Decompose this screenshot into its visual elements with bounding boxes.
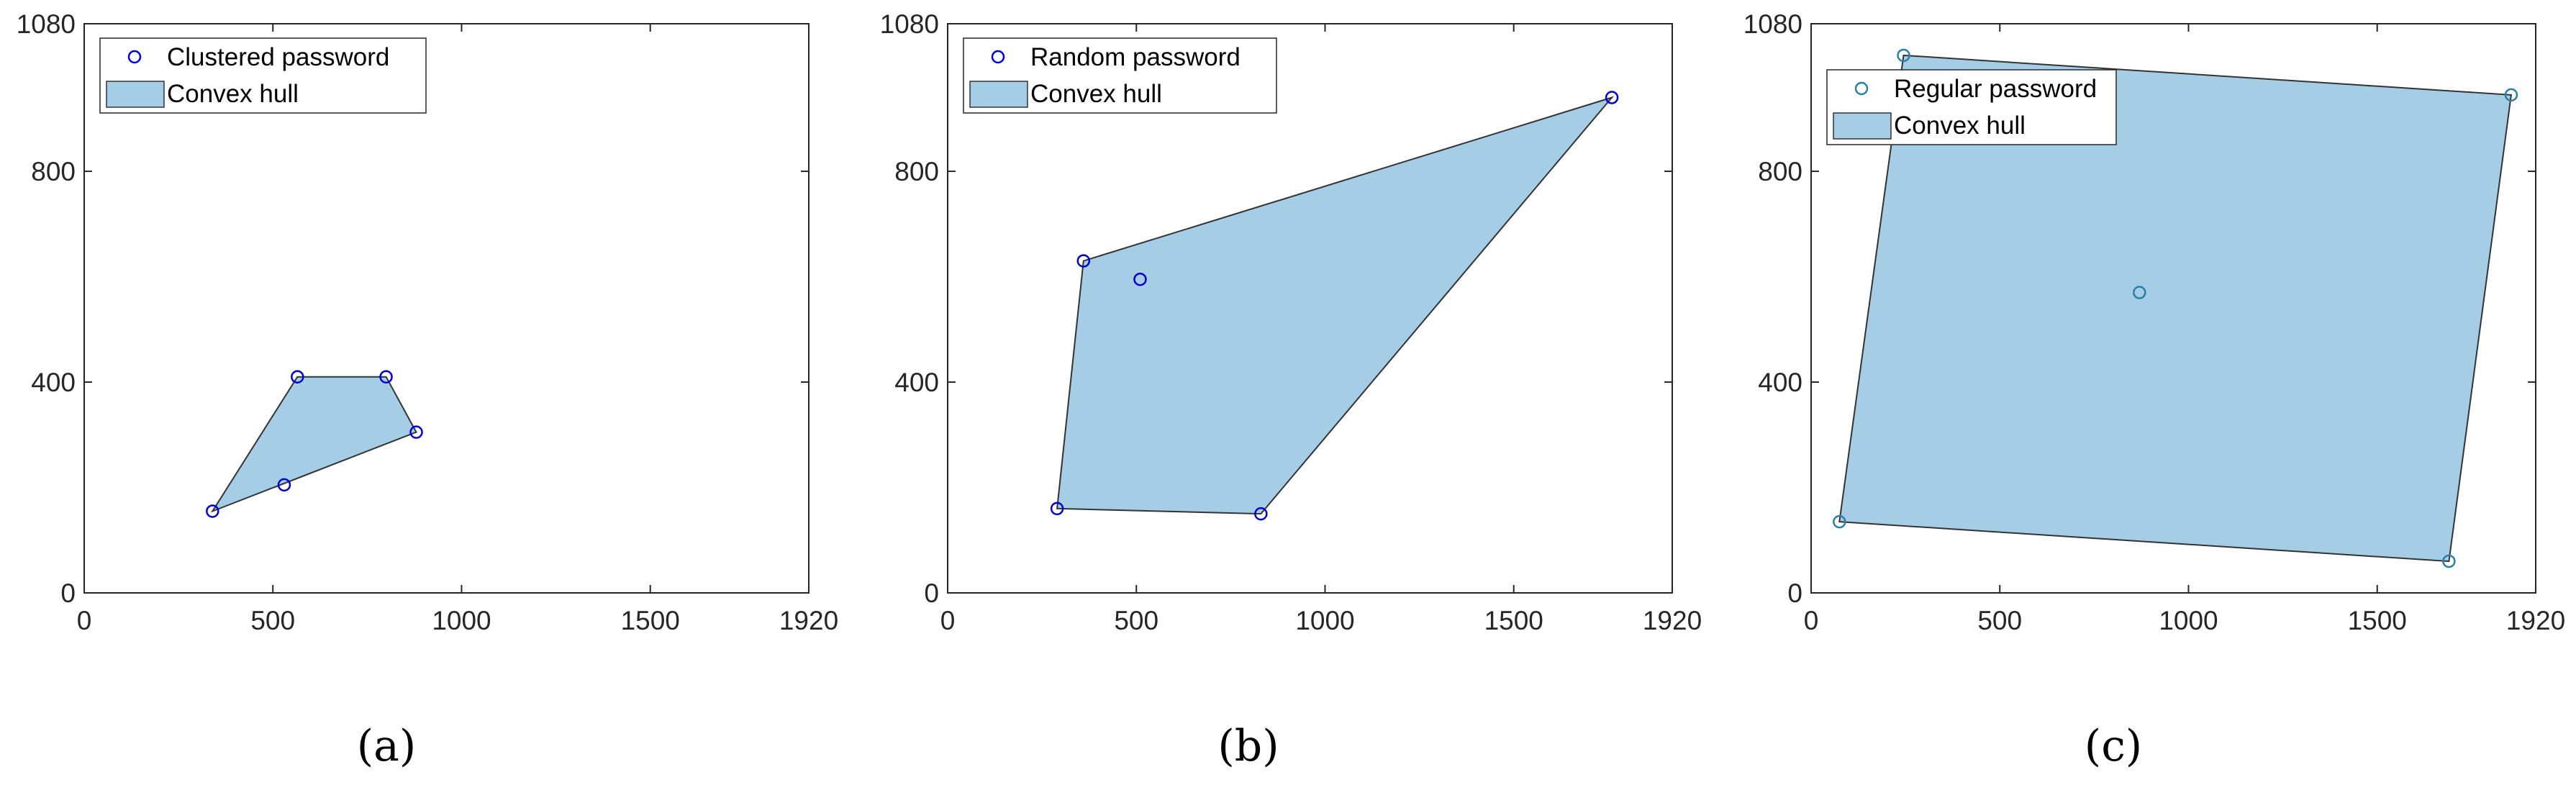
password-point-marker (2504, 88, 2518, 102)
y-tick-label: 1080 (880, 9, 939, 39)
legend-hull-swatch (969, 81, 1028, 108)
password-point-marker (1254, 507, 1268, 521)
subplot-b: 0 500 1000 1500 1920 0 400 800 1080 Random passwo… (880, 9, 1702, 771)
legend-label-hull: Convex hull (167, 80, 299, 108)
x-tick-label: 0 (77, 606, 92, 635)
x-tick-label: 500 (1114, 606, 1158, 635)
legend-label-points: Clustered password (167, 43, 389, 71)
legend: Regular password Convex hull (1826, 69, 2117, 145)
legend-point-marker (1854, 81, 1869, 96)
legend-point-marker (127, 50, 142, 64)
x-tick-label: 1000 (432, 606, 491, 635)
y-tick-label: 400 (894, 368, 939, 397)
x-tick-label: 1000 (1295, 606, 1354, 635)
y-tick-label: 0 (60, 578, 76, 608)
password-point-marker (1133, 272, 1147, 286)
legend-label-hull: Convex hull (1894, 112, 2026, 140)
y-tick-label: 0 (924, 578, 939, 608)
x-tick-label: 1500 (1484, 606, 1543, 635)
x-tick-label: 500 (250, 606, 295, 635)
subplot-c: 0 500 1000 1500 1920 0 400 800 1080 Regular passw… (1743, 9, 2565, 771)
legend-point-marker (991, 50, 1005, 64)
legend-label-hull: Convex hull (1030, 80, 1162, 108)
legend-label-points: Regular password (1894, 75, 2097, 103)
y-tick-label: 400 (1758, 368, 1802, 397)
password-point-marker (2133, 286, 2146, 299)
axes-box (1810, 23, 2536, 594)
password-point-marker (1833, 514, 1846, 529)
x-tick-label: 0 (940, 606, 956, 635)
password-point-marker (2442, 554, 2456, 568)
convex-hull-polygon (1056, 96, 1615, 515)
password-point-marker (1050, 502, 1064, 516)
y-tick-label: 800 (1758, 157, 1802, 186)
legend-label-points: Random password (1030, 43, 1241, 71)
legend: Random password Convex hull (963, 37, 1277, 114)
x-tick-label: 1500 (621, 606, 680, 635)
x-tick-label: 1500 (2348, 606, 2407, 635)
password-point-marker (291, 370, 304, 384)
y-tick-label: 1080 (1743, 9, 1802, 39)
subplot-caption: (c) (2085, 721, 2142, 771)
y-tick-label: 1080 (17, 9, 76, 39)
password-point-marker (206, 504, 219, 518)
convex-hull-polygon (1838, 54, 2513, 563)
password-point-marker (1605, 91, 1619, 104)
y-tick-label: 800 (31, 157, 76, 186)
password-point-marker (409, 425, 423, 439)
y-tick-label: 0 (1787, 578, 1802, 608)
x-tick-label: 1920 (2506, 606, 2565, 635)
x-tick-label: 500 (1977, 606, 2022, 635)
x-tick-label: 1000 (2159, 606, 2218, 635)
legend: Clustered password Convex hull (99, 37, 427, 114)
axes-box (83, 23, 809, 594)
y-tick-label: 400 (31, 368, 76, 397)
legend-hull-swatch (106, 81, 165, 108)
x-tick-label: 1920 (779, 606, 838, 635)
subplot-caption: (a) (357, 721, 417, 771)
y-tick-label: 800 (894, 157, 939, 186)
subplot-a: 0 500 1000 1500 1920 0 400 800 1080 Clustered pas… (17, 9, 838, 771)
password-point-marker (277, 478, 291, 492)
axes-box (947, 23, 1673, 594)
password-point-marker (1076, 254, 1091, 268)
password-point-marker (1897, 48, 1910, 63)
x-tick-label: 1920 (1643, 606, 1702, 635)
password-point-marker (379, 370, 393, 384)
convex-hull-polygon (210, 376, 417, 513)
x-tick-label: 0 (1804, 606, 1819, 635)
subplot-caption: (b) (1217, 721, 1279, 771)
legend-hull-swatch (1833, 112, 1892, 140)
